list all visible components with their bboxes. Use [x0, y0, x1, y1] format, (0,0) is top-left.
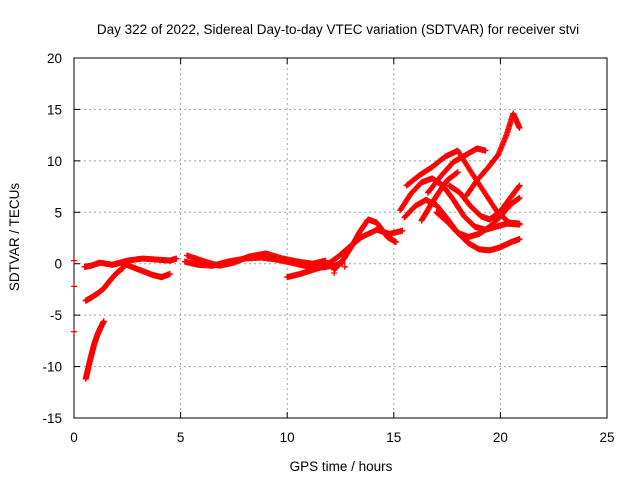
data-point-isolated — [71, 328, 77, 335]
y-axis-label: SDTVAR / TECUs — [7, 183, 22, 292]
x-tick-label: 25 — [599, 430, 614, 445]
x-tick-label: 20 — [493, 430, 508, 445]
data-point — [399, 227, 406, 234]
data-point — [516, 124, 523, 131]
data-point — [516, 194, 523, 201]
chart-title: Day 322 of 2022, Sidereal Day-to-day VTE… — [97, 22, 579, 37]
y-tick-label: 10 — [47, 154, 62, 169]
data-point — [516, 220, 523, 227]
x-tick-label: 5 — [177, 430, 185, 445]
y-tick-label: 0 — [54, 257, 62, 272]
x-axis-label: GPS time / hours — [290, 459, 393, 474]
x-tick-label: 10 — [280, 430, 295, 445]
y-tick-label: 5 — [54, 205, 62, 220]
y-tick-label: 15 — [47, 102, 62, 117]
data-point — [454, 169, 461, 176]
data-point-isolated — [71, 283, 77, 290]
ticks: 0 5 10 15 20 25 -15 -10 -5 0 5 10 15 20 — [42, 51, 614, 445]
x-tick-label: 15 — [386, 430, 401, 445]
plot-frame — [73, 57, 608, 419]
x-tick-label: 0 — [70, 430, 78, 445]
data-point — [322, 257, 329, 264]
y-tick-label: -10 — [42, 360, 62, 375]
data-point — [516, 182, 523, 189]
data-point-isolated — [341, 263, 348, 270]
y-tick-label: 20 — [47, 51, 62, 66]
data-marks — [71, 110, 523, 382]
data-point — [392, 239, 399, 246]
y-tick-label: -15 — [42, 411, 62, 426]
data-point-isolated — [331, 269, 338, 276]
data-point-isolated — [71, 257, 77, 264]
data-point — [516, 236, 523, 243]
data-point — [166, 271, 173, 277]
data-point — [173, 255, 180, 262]
axes — [73, 57, 608, 419]
y-tick-label: -5 — [50, 308, 62, 323]
data-point — [100, 318, 107, 325]
data-point — [482, 147, 489, 154]
